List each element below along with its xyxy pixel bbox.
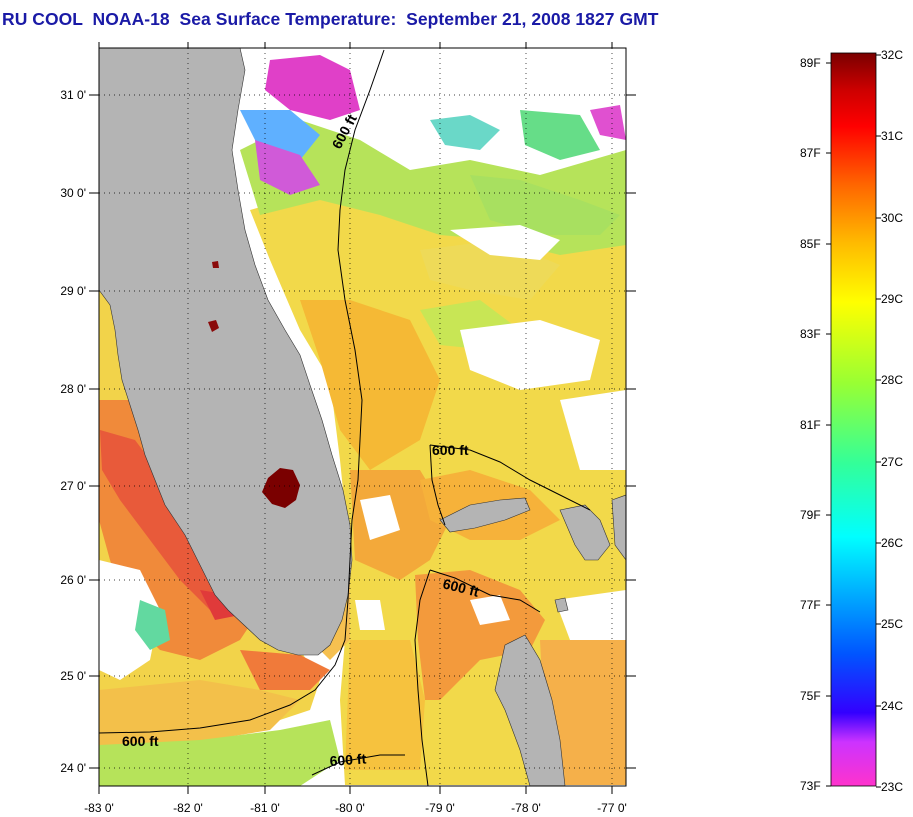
contour-line-bahamas-south <box>414 569 541 786</box>
colorbar-f-label: 83F <box>800 327 821 341</box>
colorbar-f-label: 87F <box>800 146 821 160</box>
colorbar-ticks <box>826 54 881 788</box>
colorbar-c-label: 23C <box>881 780 904 794</box>
lon-tick-label: -83 0' <box>84 801 114 815</box>
lon-tick-label: -79 0' <box>425 801 455 815</box>
colorbar-f-label: 85F <box>800 237 821 251</box>
colorbar-c-label: 28C <box>881 373 904 387</box>
map-plot-area: 600 ft 600 ft 600 ft 600 ft 600 ft <box>99 48 626 786</box>
lon-tick-label: -82 0' <box>173 801 203 815</box>
colorbar <box>830 52 877 787</box>
graticule <box>89 42 636 794</box>
colorbar-f-label: 79F <box>800 508 821 522</box>
isobath-contours <box>99 49 591 786</box>
colorbar-c-label: 26C <box>881 536 904 550</box>
map-title: RU COOL NOAA-18 Sea Surface Temperature:… <box>2 9 659 29</box>
lon-tick-label: -77 0' <box>597 801 627 815</box>
colorbar-c-label: 29C <box>881 292 904 306</box>
colorbar-f-label: 73F <box>800 779 821 793</box>
colorbar-f-label: 77F <box>800 598 821 612</box>
lat-tick-label: 24 0' <box>60 761 86 775</box>
colorbar-f-label: 75F <box>800 689 821 703</box>
contour-label-2: 600 ft <box>432 442 469 458</box>
lon-tick-label: -78 0' <box>511 801 541 815</box>
colorbar-c-label: 27C <box>881 455 904 469</box>
contour-line-florida-shelf-east <box>99 49 385 734</box>
lon-tick-label: -81 0' <box>250 801 280 815</box>
colorbar-c-label: 24C <box>881 699 904 713</box>
map-frame <box>98 47 627 787</box>
colorbar-c-label: 30C <box>881 211 904 225</box>
lat-tick-label: 28 0' <box>60 382 86 396</box>
lat-tick-label: 30 0' <box>60 186 86 200</box>
contour-line-bahamas-north <box>429 444 591 526</box>
lat-tick-label: 27 0' <box>60 479 86 493</box>
lat-tick-label: 31 0' <box>60 88 86 102</box>
colorbar-c-label: 25C <box>881 617 904 631</box>
lat-tick-label: 29 0' <box>60 284 86 298</box>
colorbar-f-label: 81F <box>800 418 821 432</box>
lat-tick-label: 26 0' <box>60 573 86 587</box>
lat-tick-label: 25 0' <box>60 669 86 683</box>
colorbar-c-label: 32C <box>881 48 904 62</box>
colorbar-c-label: 31C <box>881 129 904 143</box>
axis-tick-labels: 31 0' 30 0' 29 0' 28 0' 27 0' 26 0' 25 0' 24 0'… <box>60 88 626 815</box>
contour-label-4: 600 ft <box>122 733 159 749</box>
contour-label-5: 600 ft <box>329 750 367 769</box>
lon-tick-label: -80 0' <box>335 801 365 815</box>
contour-line-keys <box>311 754 405 776</box>
colorbar-f-label: 89F <box>800 56 821 70</box>
land-masses <box>99 48 626 786</box>
